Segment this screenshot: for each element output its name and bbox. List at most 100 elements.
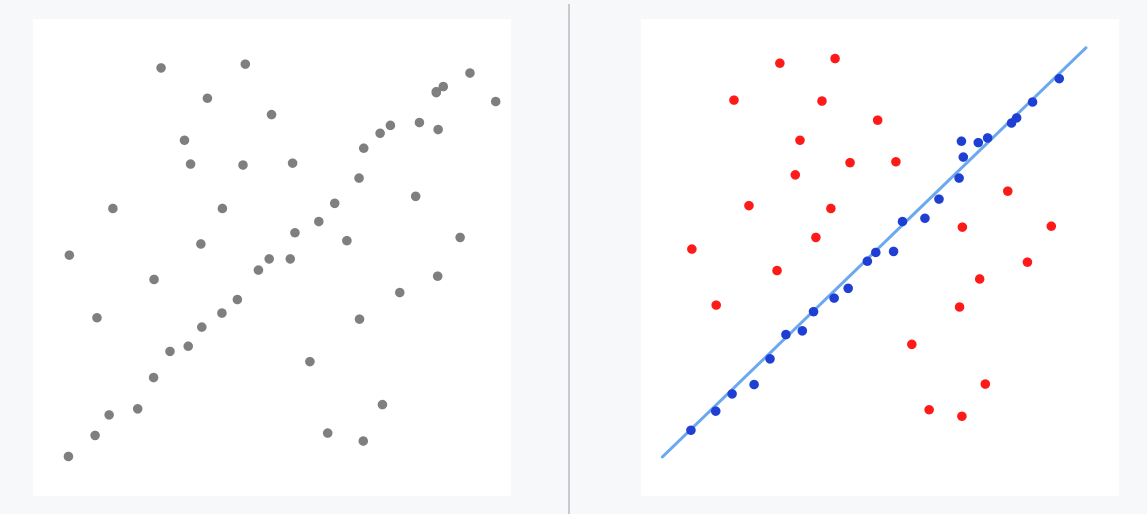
data-point xyxy=(342,235,352,246)
inlier-point xyxy=(934,194,944,204)
inlier-point xyxy=(781,329,791,340)
outlier-point xyxy=(957,222,968,232)
inlier-point xyxy=(686,425,696,436)
data-point xyxy=(414,117,425,128)
inlier-point xyxy=(710,406,721,416)
outlier-point xyxy=(811,232,821,243)
data-point xyxy=(217,203,228,214)
outlier-point xyxy=(924,404,934,415)
inlier-point xyxy=(1027,97,1038,107)
outlier-point xyxy=(687,244,697,254)
data-point xyxy=(490,96,501,107)
data-point xyxy=(264,254,274,264)
inlier-point xyxy=(956,136,967,147)
scatter-panel-unlabeled xyxy=(33,19,511,496)
data-point xyxy=(290,227,300,238)
outlier-point xyxy=(744,200,754,211)
data-point xyxy=(63,451,74,462)
data-point xyxy=(385,120,396,131)
data-point xyxy=(238,160,248,170)
data-point xyxy=(322,428,333,438)
data-point xyxy=(377,399,388,410)
inlier-point xyxy=(870,247,881,258)
outlier-point xyxy=(711,300,721,310)
data-point xyxy=(305,356,315,367)
outlier-point xyxy=(790,170,801,180)
data-point xyxy=(358,143,369,154)
outlier-point xyxy=(957,411,967,422)
inlier-point xyxy=(765,354,775,364)
data-point xyxy=(197,322,207,332)
inlier-point xyxy=(727,389,737,399)
data-point xyxy=(354,314,365,324)
outlier-point xyxy=(974,274,985,284)
outlier-point xyxy=(729,95,739,105)
outlier-point xyxy=(954,302,965,312)
scatter-plot-unlabeled xyxy=(63,59,501,462)
inlier-point xyxy=(920,213,930,224)
data-point xyxy=(196,239,206,249)
outlier-point xyxy=(872,115,883,126)
data-point xyxy=(394,287,405,298)
scatter-panel-ransac-fit xyxy=(641,19,1119,496)
data-point xyxy=(410,191,421,202)
data-point xyxy=(432,271,443,281)
data-point xyxy=(217,308,227,318)
data-point xyxy=(253,265,264,275)
data-point xyxy=(149,274,159,285)
data-point xyxy=(148,372,159,383)
inlier-point xyxy=(749,379,759,390)
inlier-point xyxy=(862,256,873,267)
inlier-point xyxy=(829,293,839,303)
inlier-point xyxy=(1011,113,1022,123)
data-point xyxy=(132,404,143,414)
data-point xyxy=(92,312,102,323)
outlier-point xyxy=(1046,221,1057,232)
outlier-point xyxy=(980,379,991,389)
inlier-point xyxy=(843,283,853,294)
outlier-point xyxy=(795,135,805,146)
data-point xyxy=(438,81,449,92)
data-point xyxy=(433,124,443,135)
inlier-point xyxy=(958,152,969,162)
inlier-point xyxy=(797,326,808,336)
data-point xyxy=(314,216,324,227)
outlier-point xyxy=(1002,186,1013,196)
outlier-point xyxy=(775,58,785,69)
data-point xyxy=(455,232,465,243)
outlier-point xyxy=(907,339,917,350)
data-point xyxy=(240,59,251,69)
scatter-plot-ransac-fit xyxy=(660,46,1088,459)
data-point xyxy=(287,158,298,168)
outlier-point xyxy=(830,53,840,64)
data-point xyxy=(108,203,118,214)
data-point xyxy=(232,294,243,305)
data-point xyxy=(156,63,166,73)
outlier-point xyxy=(826,203,836,214)
inlier-point xyxy=(982,133,993,143)
data-point xyxy=(431,86,442,97)
data-point xyxy=(329,198,340,209)
data-point xyxy=(202,93,213,104)
inlier-point xyxy=(973,137,984,148)
data-point xyxy=(183,341,194,352)
outlier-point xyxy=(845,157,855,168)
inlier-point xyxy=(1054,73,1065,84)
outlier-point xyxy=(817,96,827,106)
inlier-point xyxy=(808,306,819,317)
data-point xyxy=(90,430,100,441)
panel-divider xyxy=(568,4,570,514)
outlier-point xyxy=(772,265,782,276)
data-point xyxy=(179,135,190,146)
data-point xyxy=(285,254,296,264)
data-point xyxy=(266,109,277,120)
data-point xyxy=(358,436,369,446)
data-point xyxy=(354,173,364,183)
data-point xyxy=(64,250,75,260)
data-point xyxy=(104,410,114,420)
inlier-point xyxy=(888,246,899,257)
inlier-point xyxy=(954,173,964,183)
data-point xyxy=(465,68,475,78)
outlier-point xyxy=(1022,257,1033,267)
inlier-point xyxy=(897,216,908,227)
